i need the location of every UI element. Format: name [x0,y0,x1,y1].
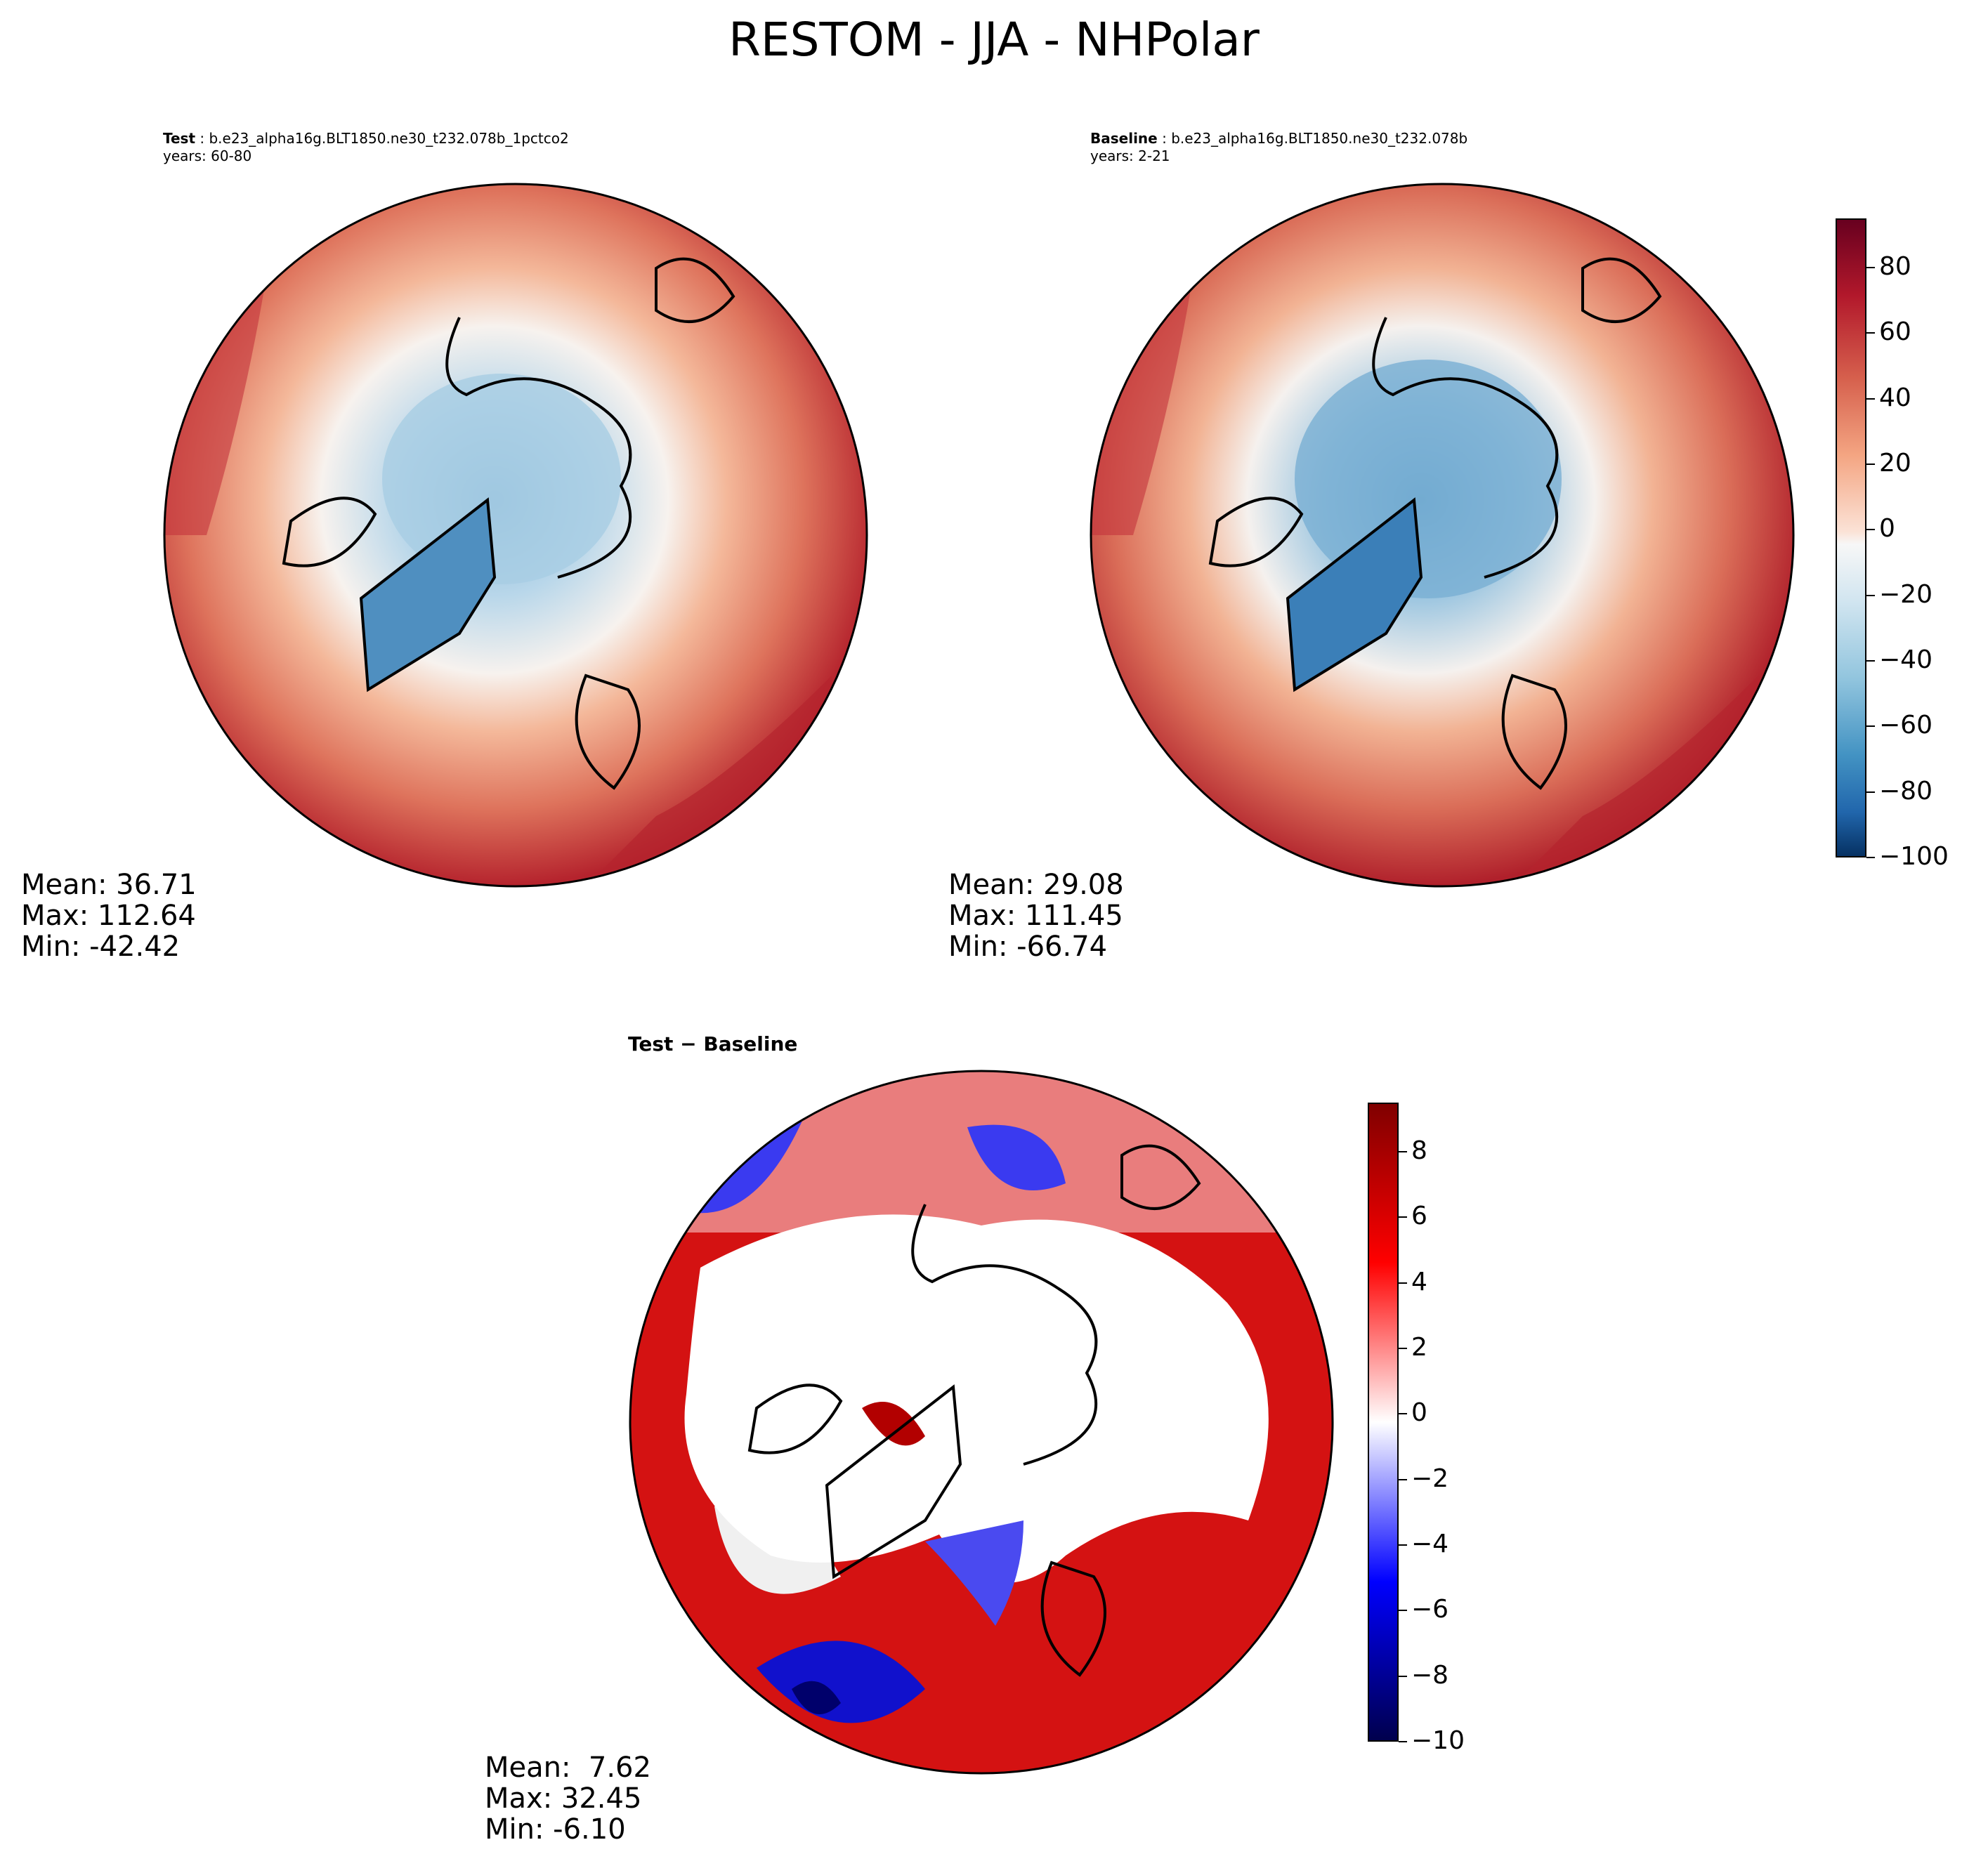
colorbar-seismic-tick-label: 2 [1411,1333,1427,1362]
test-max: Max: 112.64 [21,900,196,932]
colorbar-seismic-tick-label: 0 [1411,1398,1427,1428]
colorbar-rdbu-tick-label: 20 [1879,449,1911,478]
colorbar-seismic-tick-mark [1399,1478,1407,1480]
colorbar-seismic-tick-mark [1399,1216,1407,1218]
test-min: Min: -42.42 [21,931,181,963]
diff-stats: Mean: 7.62 Max: 32.45 Min: -6.10 [485,1752,651,1845]
coastline [1372,317,1559,579]
test-label: Test [163,130,196,147]
figure-title: RESTOM - JJA - NHPolar [728,13,1260,67]
greenland-region [1288,500,1421,690]
colorbar-seismic [1368,1103,1399,1742]
baseline-case: b.e23_alpha16g.BLT1850.ne30_t232.078b [1171,130,1468,147]
diff-mean: Mean: 7.62 [485,1752,651,1784]
colorbar-seismic-tick-label: 8 [1411,1136,1427,1165]
colorbar-rdbu [1836,218,1866,857]
test-mean: Mean: 36.71 [21,869,197,901]
greenland-region [361,500,495,690]
colorbar-rdbu-tick-label: −40 [1879,645,1933,674]
colorbar-seismic-tick-label: 6 [1411,1202,1427,1231]
colorbar-seismic-tick-mark [1399,1151,1407,1152]
test-years: years: 60-80 [163,147,252,164]
colorbar-rdbu-tick-mark [1866,725,1875,728]
colorbar-seismic-tick-mark [1399,1282,1407,1284]
test-map [163,183,868,888]
colorbar-seismic-tick-label: −8 [1411,1660,1449,1690]
diff-min: Min: -6.10 [485,1813,626,1846]
colorbar-seismic-tick-label: −2 [1411,1464,1449,1493]
diff-max: Max: 32.45 [485,1782,642,1815]
colorbar-seismic-tick-mark [1399,1544,1407,1546]
colorbar-rdbu-tick-mark [1866,332,1875,334]
colorbar-rdbu-tick-label: 80 [1879,252,1911,281]
colorbar-rdbu-tick-label: 0 [1879,514,1895,544]
colorbar-seismic-tick-mark [1399,1413,1407,1415]
colorbar-rdbu-tick-label: 60 [1879,317,1911,347]
baseline-label: Baseline [1090,130,1158,147]
baseline-years: years: 2-21 [1090,147,1170,164]
colorbar-seismic-tick-label: 4 [1411,1267,1427,1296]
colorbar-rdbu-tick-mark [1866,857,1875,858]
colorbar-rdbu-tick-label: −100 [1879,842,1949,871]
baseline-min: Min: -66.74 [948,931,1108,963]
baseline-map [1090,183,1795,888]
test-case: b.e23_alpha16g.BLT1850.ne30_t232.078b_1p… [209,130,569,147]
baseline-subtitle: Baseline : b.e23_alpha16g.BLT1850.ne30_t… [1090,130,1468,164]
colorbar-rdbu-tick-label: −80 [1879,776,1933,806]
colorbar-seismic-tick-label: −4 [1411,1530,1449,1558]
colorbar-seismic-tick-label: −10 [1411,1726,1465,1755]
colorbar-rdbu-tick-mark [1866,791,1875,793]
test-stats: Mean: 36.71 Max: 112.64 Min: -42.42 [21,869,197,962]
colorbar-rdbu-tick-mark [1866,594,1875,596]
baseline-max: Max: 111.45 [948,900,1123,932]
baseline-mean: Mean: 29.08 [948,869,1124,901]
coastline [911,1204,1098,1466]
colorbar-rdbu-tick-label: 40 [1879,383,1911,412]
colorbar-rdbu-tick-mark [1866,529,1875,531]
colorbar-seismic-tick-mark [1399,1610,1407,1612]
colorbar-seismic-tick-mark [1399,1348,1407,1349]
colorbar-seismic-tick-mark [1399,1741,1407,1742]
coastline [445,317,632,579]
colorbar-rdbu-tick-mark [1866,660,1875,662]
colorbar-rdbu-tick-label: −60 [1879,711,1933,740]
diff-title: Test − Baseline [628,1032,798,1056]
diff-map [629,1070,1334,1775]
colorbar-rdbu-tick-mark [1866,464,1875,465]
colorbar-seismic-tick-label: −6 [1411,1595,1449,1624]
colorbar-rdbu-tick-mark [1866,267,1875,268]
baseline-stats: Mean: 29.08 Max: 111.45 Min: -66.74 [948,869,1124,962]
colorbar-seismic-tick-mark [1399,1675,1407,1677]
colorbar-rdbu-tick-label: −20 [1879,579,1933,609]
colorbar-rdbu-tick-mark [1866,397,1875,400]
test-subtitle: Test : b.e23_alpha16g.BLT1850.ne30_t232.… [163,130,569,164]
